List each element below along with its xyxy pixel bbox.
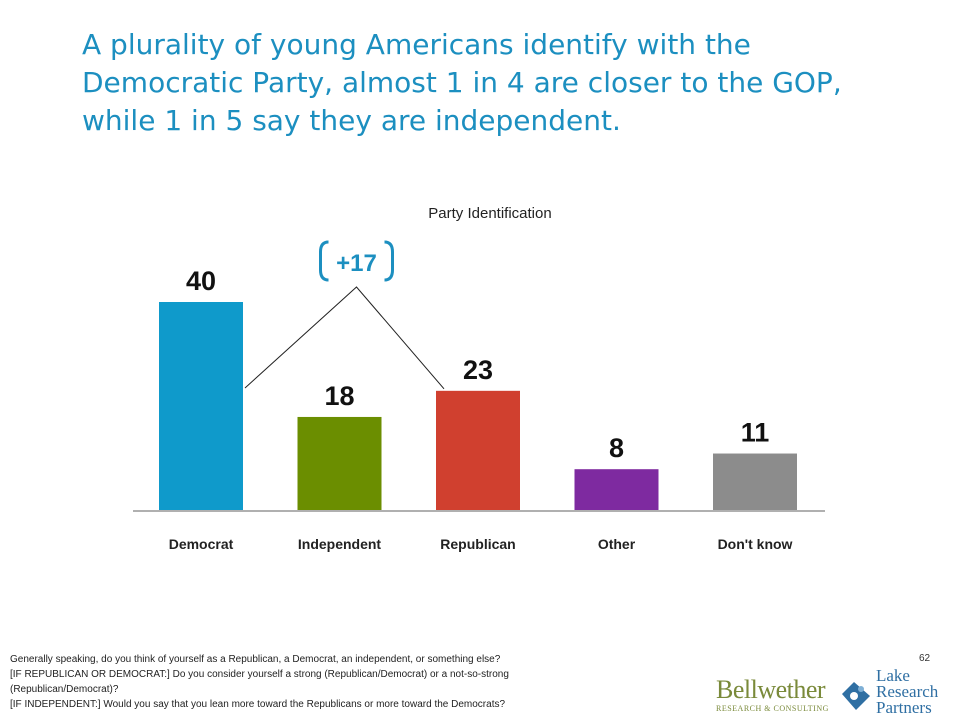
lake-logo-words: Lake Research Partners — [876, 666, 939, 717]
bar-other — [574, 469, 659, 511]
bellwether-logo: Bellwether RESEARCH & CONSULTING — [716, 676, 834, 716]
gap-connector-line — [244, 286, 445, 390]
gap-bracket-left — [319, 240, 329, 282]
data-label: 40 — [186, 266, 216, 296]
puzzle-icon — [842, 682, 870, 710]
party-identification-chart: Party Identification 40 Democrat 18 Indepen… — [133, 205, 825, 552]
x-tick-label: Democrat — [169, 536, 234, 552]
lake-logo-line3: Partners — [876, 698, 932, 717]
gap-annotation-label: +17 — [336, 250, 377, 277]
data-label: 18 — [324, 381, 354, 411]
footnote-line: [IF REPUBLICAN OR DEMOCRAT:] Do you cons… — [10, 669, 509, 680]
chart-title: Party Identification — [428, 205, 551, 222]
x-tick-label: Don't know — [718, 536, 793, 552]
bar-don-t-know — [713, 453, 797, 511]
bar-democrat — [159, 302, 243, 511]
footnote-line: Generally speaking, do you think of your… — [10, 654, 501, 665]
lake-logo-line2: Research — [876, 682, 939, 701]
lake-logo-line1: Lake — [876, 666, 910, 685]
page-number: 62 — [919, 653, 931, 664]
footnote-line: (Republican/Democrat)? — [10, 684, 119, 695]
x-tick-label: Republican — [440, 536, 515, 552]
data-label: 8 — [609, 433, 624, 463]
bar-republican — [436, 390, 520, 511]
bellwether-logo-name: Bellwether — [716, 675, 826, 704]
x-tick-label: Independent — [298, 536, 382, 552]
bellwether-logo-sub: RESEARCH & CONSULTING — [716, 704, 829, 713]
gap-bracket-right — [384, 240, 394, 282]
lake-research-partners-logo: Lake Research Partners — [838, 666, 956, 718]
headline: A plurality of young Americans identify … — [82, 28, 842, 137]
data-label: 11 — [741, 418, 770, 448]
x-tick-label: Other — [598, 536, 636, 552]
survey-question-footnote: Generally speaking, do you think of your… — [10, 652, 630, 712]
bar-independent — [297, 416, 382, 511]
footnote-line: [IF INDEPENDENT:] Would you say that you… — [10, 699, 506, 710]
data-label: 23 — [463, 355, 493, 385]
